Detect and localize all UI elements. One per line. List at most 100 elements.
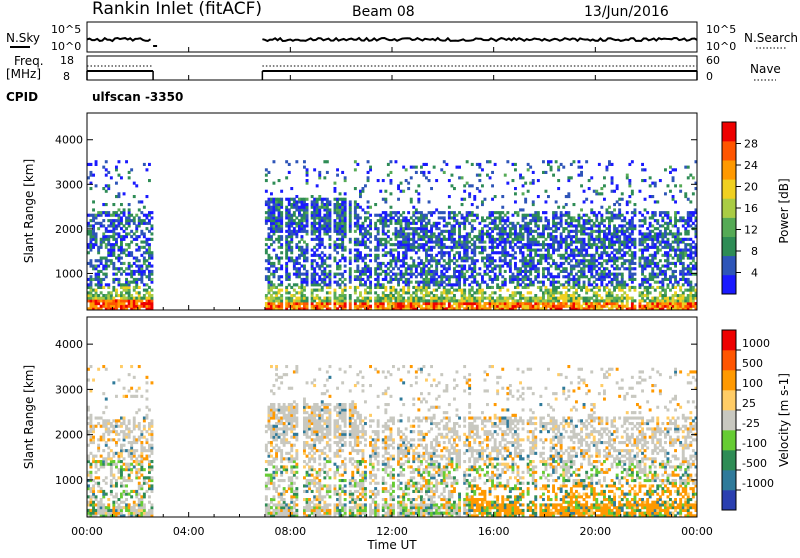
data-cell <box>514 163 517 166</box>
data-cell <box>484 262 487 265</box>
data-cell <box>537 270 540 273</box>
data-cell <box>496 227 499 230</box>
data-cell <box>354 270 357 273</box>
data-cell <box>522 257 525 260</box>
data-cell <box>438 297 441 300</box>
data-cell <box>494 246 497 249</box>
data-cell <box>651 299 654 302</box>
data-cell <box>140 299 143 302</box>
data-cell <box>608 241 611 244</box>
data-cell <box>677 299 680 302</box>
data-cell <box>423 278 426 281</box>
data-cell <box>443 302 446 305</box>
data-cell <box>547 249 550 252</box>
data-cell <box>336 222 339 225</box>
data-cell <box>334 299 337 302</box>
data-cell <box>288 257 291 260</box>
data-cell <box>672 198 675 201</box>
data-cell <box>578 262 581 265</box>
data-cell <box>461 294 464 297</box>
data-cell <box>501 195 504 198</box>
data-cell <box>397 267 400 270</box>
data-cell <box>547 251 550 254</box>
data-cell <box>667 257 670 260</box>
data-cell <box>374 222 377 225</box>
data-cell <box>374 227 377 230</box>
data-cell <box>412 206 415 209</box>
data-cell <box>362 208 365 211</box>
data-cell <box>336 216 339 219</box>
data-cell <box>529 283 532 286</box>
data-cell <box>478 174 481 177</box>
data-cell <box>293 259 296 262</box>
data-cell <box>107 219 110 222</box>
data-cell <box>100 283 103 286</box>
data-cell <box>102 299 105 302</box>
data-cell <box>105 238 108 241</box>
data-cell <box>674 281 677 284</box>
data-cell <box>583 283 586 286</box>
data-cell <box>504 278 507 281</box>
data-cell <box>646 291 649 294</box>
data-cell <box>438 259 441 262</box>
data-cell <box>334 246 337 249</box>
data-cell <box>97 251 100 254</box>
data-cell <box>341 257 344 260</box>
data-cell <box>667 232 670 235</box>
data-cell <box>410 249 413 252</box>
data-cell <box>440 281 443 284</box>
data-cell <box>440 299 443 302</box>
data-cell <box>341 238 344 241</box>
data-cell <box>379 238 382 241</box>
data-cell <box>504 270 507 273</box>
data-cell <box>501 246 504 249</box>
data-cell <box>290 206 293 209</box>
data-cell <box>565 257 568 260</box>
data-cell <box>133 219 136 222</box>
data-cell <box>580 227 583 230</box>
data-cell <box>100 246 103 249</box>
data-cell <box>395 278 398 281</box>
data-cell <box>301 230 304 233</box>
data-cell <box>494 238 497 241</box>
data-cell <box>453 254 456 257</box>
data-cell <box>631 257 634 260</box>
data-cell <box>443 219 446 222</box>
data-cell <box>326 171 329 174</box>
data-cell <box>524 257 527 260</box>
data-cell <box>364 216 367 219</box>
data-cell <box>329 283 332 286</box>
data-cell <box>593 291 596 294</box>
data-cell <box>583 222 586 225</box>
data-cell <box>527 241 530 244</box>
data-cell <box>120 238 123 241</box>
data-cell <box>362 270 365 273</box>
data-cell <box>433 235 436 238</box>
data-cell <box>92 200 95 203</box>
data-cell <box>542 227 545 230</box>
data-cell <box>562 254 565 257</box>
data-cell <box>618 241 621 244</box>
data-cell <box>443 251 446 254</box>
data-cell <box>268 291 271 294</box>
data-cell <box>107 259 110 262</box>
data-cell <box>669 166 672 169</box>
data-cell <box>456 299 459 302</box>
data-cell <box>138 216 141 219</box>
data-cell <box>321 278 324 281</box>
data-cell <box>527 168 530 171</box>
data-cell <box>425 230 428 233</box>
data-cell <box>588 179 591 182</box>
data-cell <box>623 216 626 219</box>
data-cell <box>400 273 403 276</box>
data-cell <box>425 216 428 219</box>
data-cell <box>672 302 675 305</box>
data-cell <box>407 278 410 281</box>
data-cell <box>405 235 408 238</box>
data-cell <box>547 267 550 270</box>
data-cell <box>552 278 555 281</box>
data-cell <box>390 262 393 265</box>
data-cell <box>410 176 413 179</box>
data-cell <box>471 257 474 260</box>
data-cell <box>143 214 146 217</box>
